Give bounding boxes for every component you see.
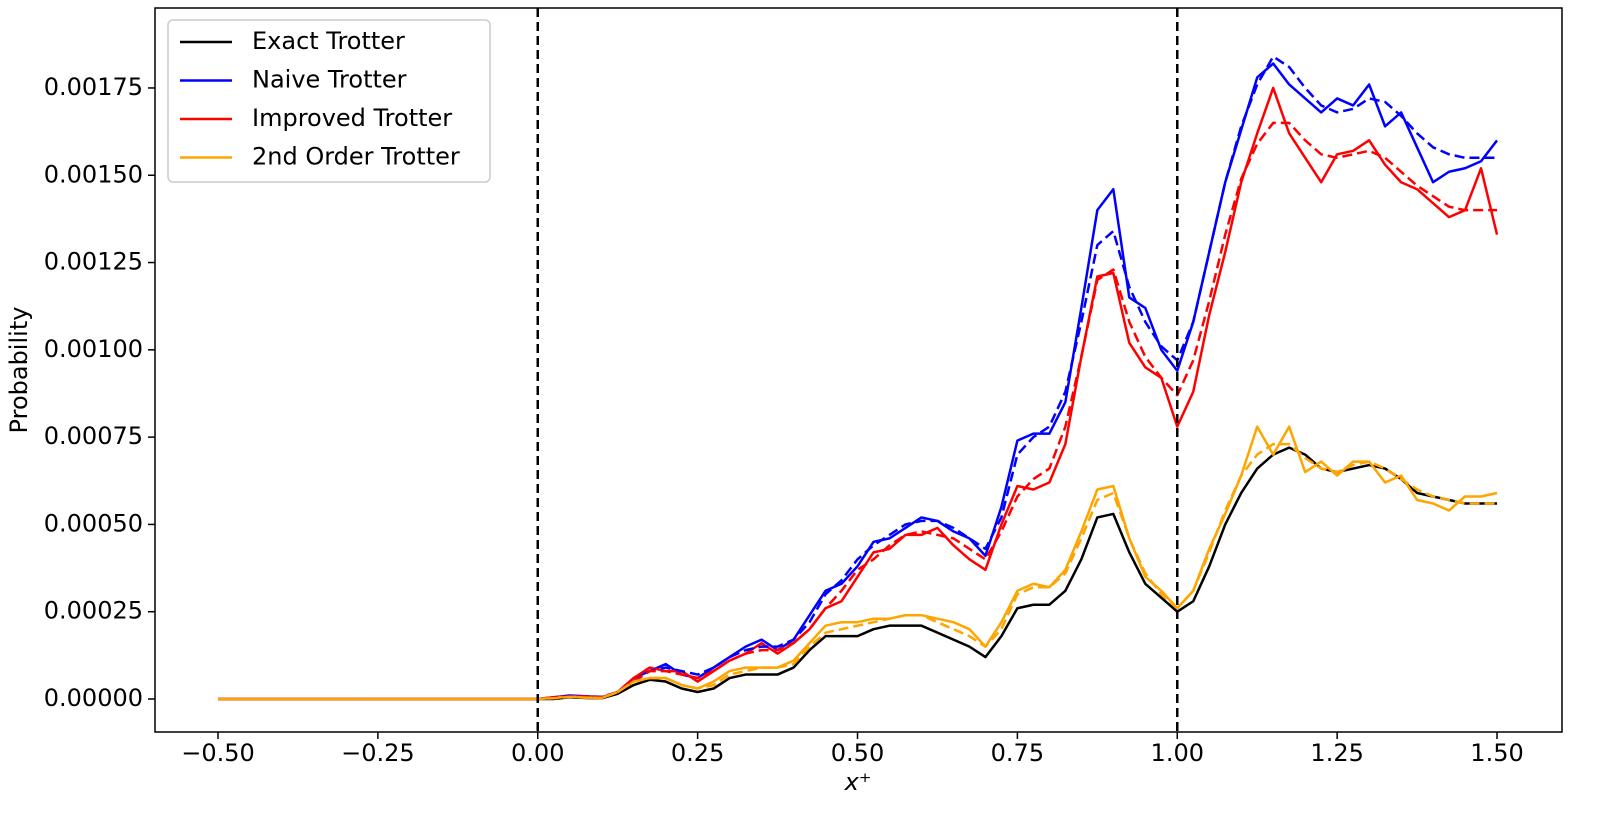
dashed-line <box>217 442 1498 701</box>
line <box>217 425 1498 701</box>
legend-label: 2nd Order Trotter <box>252 143 460 171</box>
y-tick-label: 0.00175 <box>44 73 143 101</box>
legend-label: Exact Trotter <box>252 27 405 55</box>
x-tick-label: −0.50 <box>181 739 255 767</box>
plot-frame <box>154 7 1563 733</box>
y-tick-label: 0.00100 <box>44 335 143 363</box>
y-axis-label: Probability <box>5 307 33 434</box>
x-tick-label: −0.25 <box>341 739 415 767</box>
y-tick-label: 0.00075 <box>44 422 143 450</box>
legend-label: Naive Trotter <box>252 66 407 94</box>
x-tick-label: 0.25 <box>671 739 724 767</box>
x-tick-label: 1.00 <box>1151 739 1204 767</box>
line <box>217 62 1499 701</box>
x-tick-label: 1.25 <box>1310 739 1363 767</box>
x-tick-label: 0.00 <box>511 739 564 767</box>
x-tick-label: 0.75 <box>991 739 1044 767</box>
y-tick-label: 0.00150 <box>44 160 143 188</box>
legend-label: Improved Trotter <box>252 104 452 132</box>
legend-box <box>167 19 491 183</box>
x-axis-label: x⁺ <box>844 768 872 796</box>
y-tick-label: 0.00050 <box>44 509 143 537</box>
y-tick-label: 0.00000 <box>44 684 143 712</box>
dashed-line <box>217 55 1498 701</box>
line <box>217 86 1499 701</box>
y-tick-label: 0.00025 <box>44 597 143 625</box>
dashed-line <box>217 121 1498 701</box>
y-tick-label: 0.00125 <box>44 248 143 276</box>
x-tick-label: 0.50 <box>831 739 884 767</box>
x-tick-label: 1.50 <box>1470 739 1523 767</box>
line <box>217 446 1498 701</box>
